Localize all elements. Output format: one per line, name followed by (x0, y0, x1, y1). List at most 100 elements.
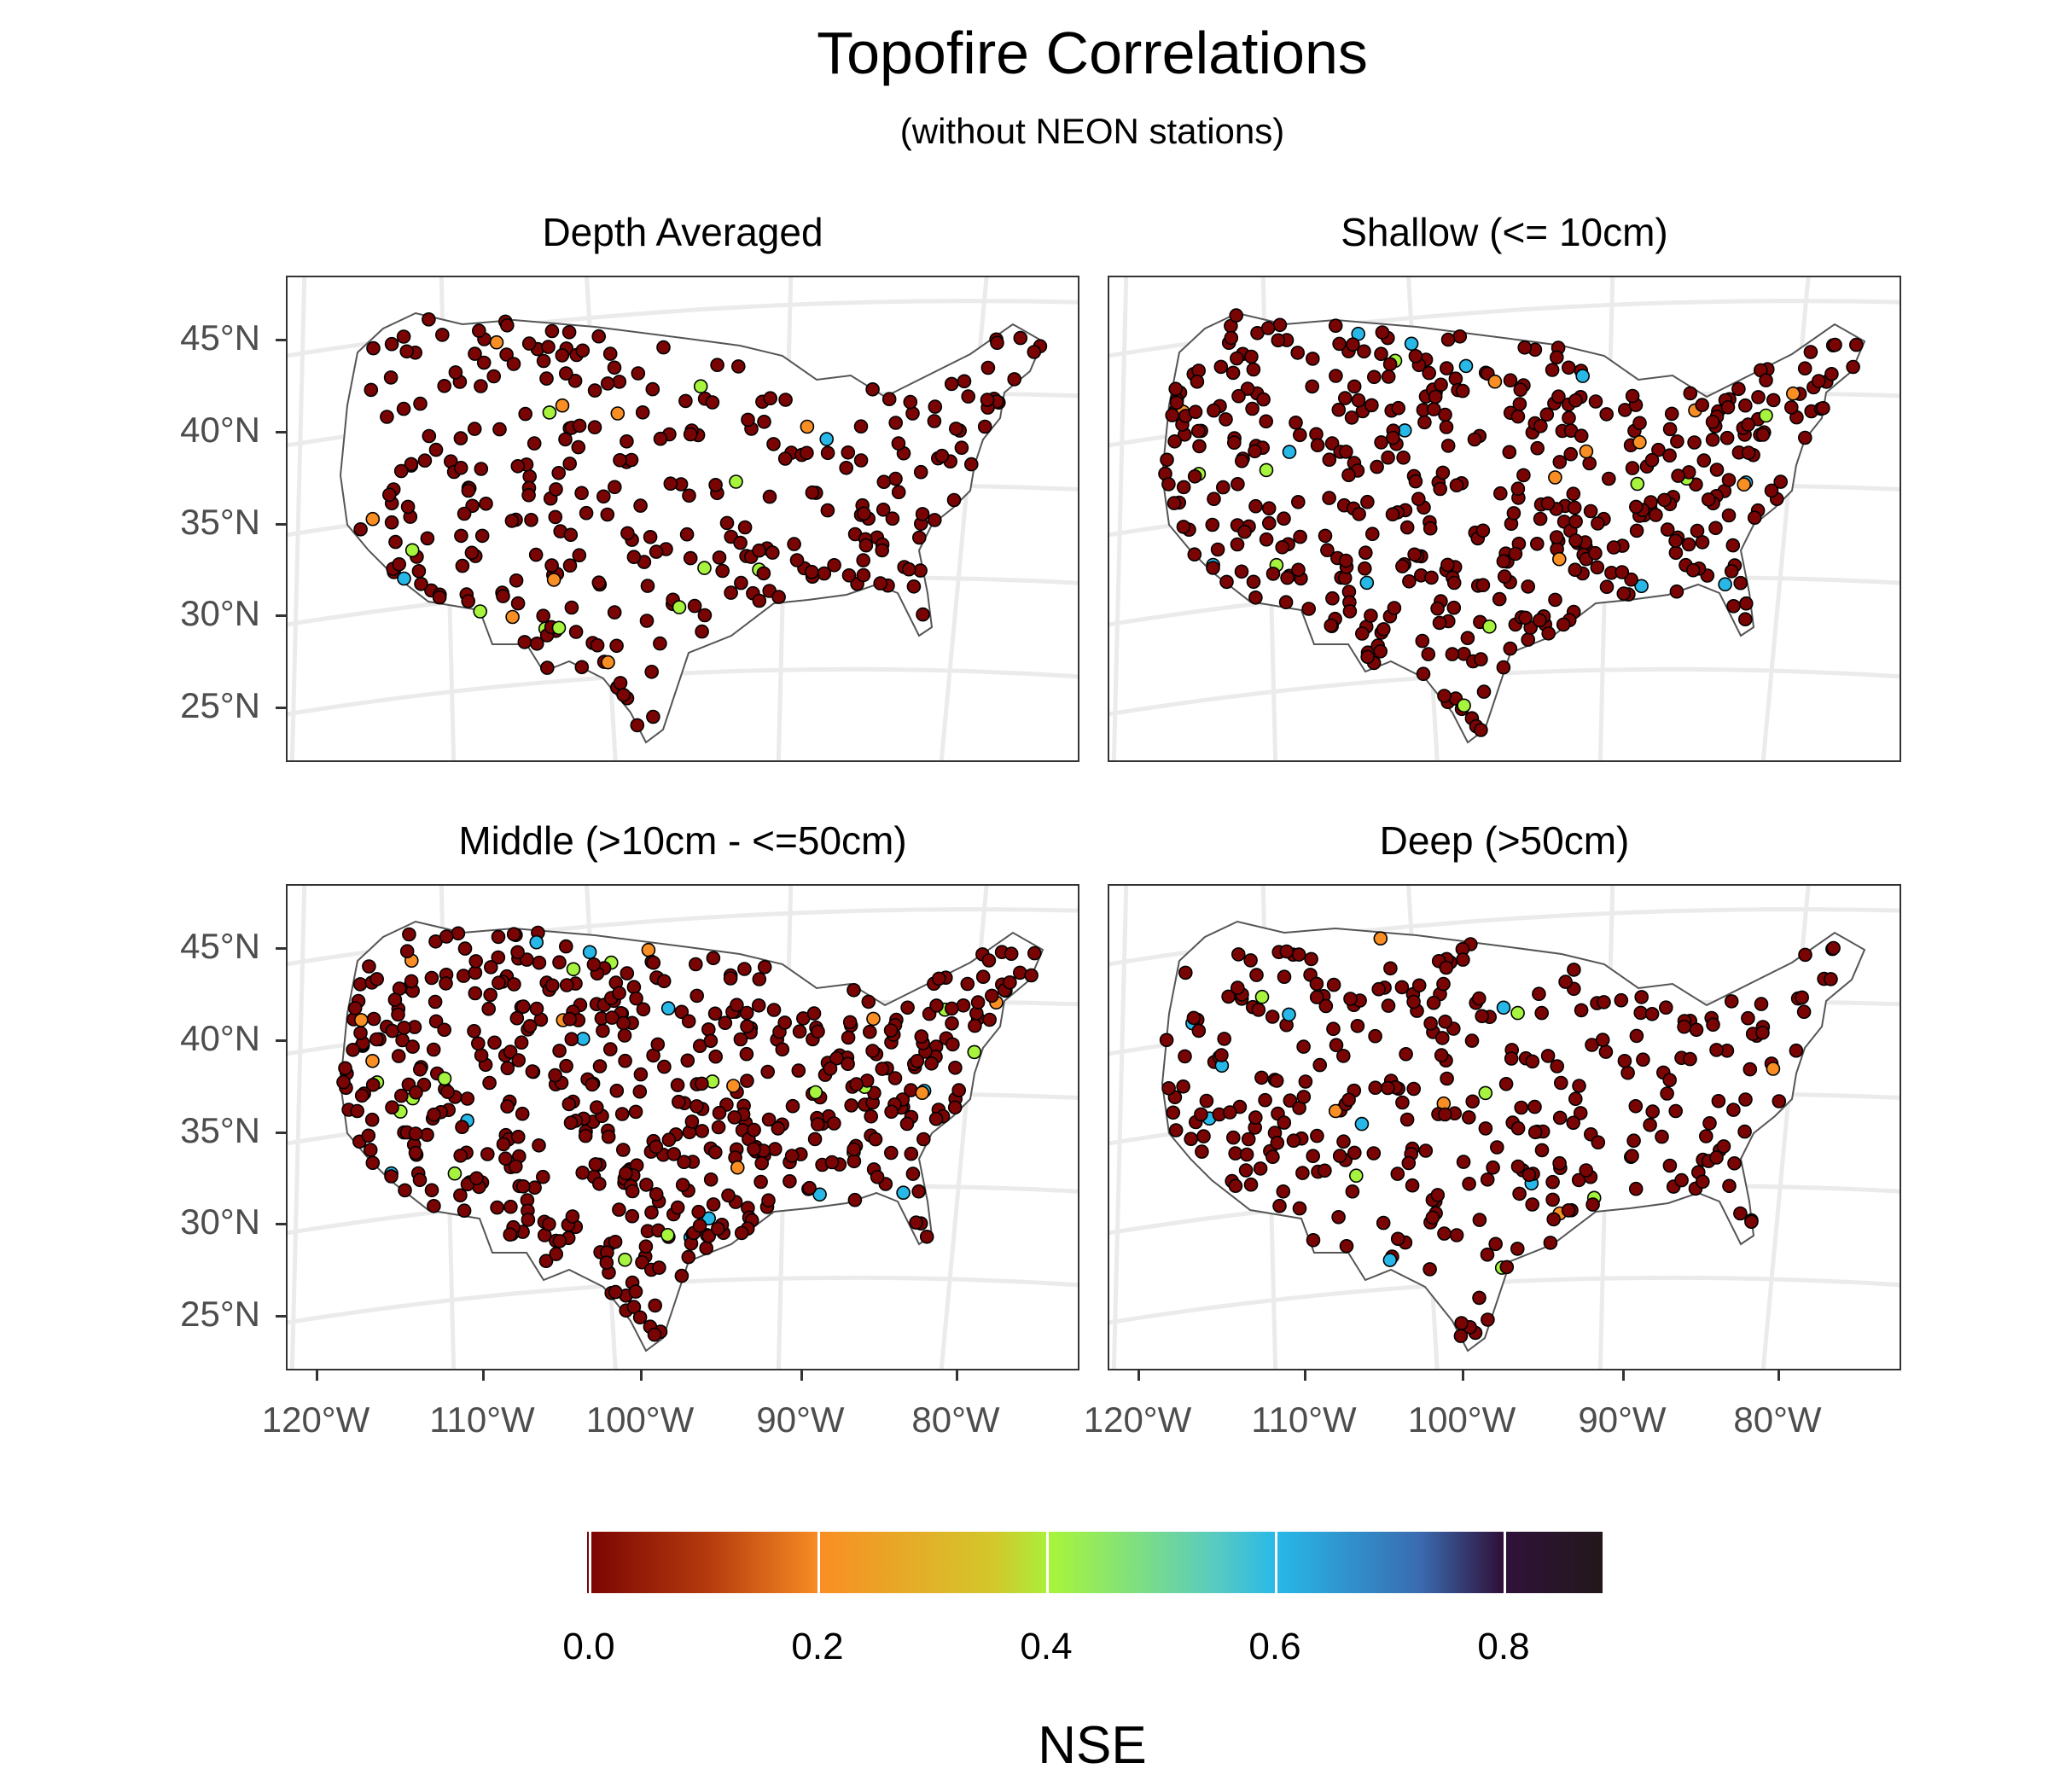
station-marker (354, 1013, 369, 1027)
station-marker (1482, 619, 1497, 634)
station-marker (1433, 481, 1448, 497)
station-marker (1322, 452, 1337, 467)
station-marker (1259, 463, 1274, 478)
station-marker (1510, 1005, 1525, 1021)
station-marker (646, 709, 660, 724)
station-marker (1438, 1015, 1452, 1029)
station-marker (496, 589, 510, 603)
station-marker (1747, 510, 1762, 526)
station-marker (710, 358, 724, 372)
station-marker (1217, 1032, 1231, 1046)
station-marker (1759, 408, 1773, 423)
station-marker (1405, 1178, 1420, 1193)
station-marker (1772, 1094, 1787, 1108)
station-marker (365, 1078, 381, 1092)
station-marker (1514, 1100, 1529, 1115)
station-marker (777, 1015, 793, 1030)
station-marker (1644, 1007, 1660, 1021)
station-marker (1456, 1155, 1471, 1169)
station-marker (552, 1234, 567, 1248)
station-marker (929, 998, 944, 1013)
station-marker (866, 1011, 881, 1027)
station-marker (510, 945, 525, 960)
station-marker (640, 579, 655, 593)
station-marker (875, 543, 890, 558)
station-marker (1681, 537, 1696, 552)
station-marker (486, 369, 501, 384)
station-marker (727, 1110, 742, 1125)
station-marker (847, 1192, 863, 1207)
station-marker (819, 432, 835, 446)
station-marker (600, 376, 615, 391)
station-marker (437, 1071, 452, 1086)
station-marker (808, 1085, 823, 1100)
station-marker (1169, 395, 1184, 410)
station-marker (670, 1078, 685, 1092)
station-marker (931, 971, 946, 986)
station-marker (944, 1001, 959, 1016)
station-marker (1161, 477, 1176, 492)
station-marker (1187, 469, 1202, 484)
station-marker (1643, 1117, 1657, 1132)
station-marker (1579, 1163, 1594, 1178)
station-marker (563, 1115, 579, 1131)
station-marker (1325, 591, 1340, 606)
station-marker (1467, 432, 1482, 447)
map-canvas (1109, 277, 1900, 760)
station-marker (1669, 584, 1684, 599)
station-marker (632, 1310, 648, 1325)
station-marker (649, 1139, 664, 1155)
station-marker (404, 543, 420, 558)
station-marker (1269, 1073, 1284, 1088)
station-marker (521, 1213, 536, 1227)
station-marker (984, 988, 999, 1004)
graticule-line (1111, 277, 1129, 760)
map-panel-shallow (1108, 276, 1901, 762)
station-marker (1606, 540, 1621, 555)
station-marker (905, 406, 920, 421)
station-marker (1476, 684, 1492, 699)
station-marker (461, 483, 476, 498)
station-marker (913, 464, 928, 480)
station-marker (555, 398, 570, 413)
station-marker (541, 340, 556, 354)
station-marker (1503, 373, 1518, 387)
station-marker (968, 1018, 982, 1033)
station-marker (644, 1205, 659, 1220)
station-marker (1253, 1161, 1268, 1176)
station-marker (591, 575, 607, 591)
station-marker (572, 548, 587, 563)
station-marker (1286, 1133, 1301, 1149)
station-marker (1552, 1110, 1568, 1126)
station-marker (1291, 494, 1306, 509)
station-marker (586, 957, 602, 972)
station-marker (457, 941, 473, 956)
station-marker (474, 462, 489, 476)
station-marker (563, 527, 579, 543)
graticule-line (289, 886, 307, 1369)
station-marker (1724, 564, 1739, 579)
station-marker (1381, 998, 1396, 1013)
station-marker (1223, 1105, 1237, 1120)
station-marker (1475, 578, 1491, 593)
station-marker (1848, 337, 1864, 352)
station-marker (408, 1145, 423, 1161)
station-marker (827, 557, 841, 573)
station-marker (754, 1155, 770, 1171)
station-marker (1437, 1226, 1452, 1241)
station-marker (1440, 332, 1456, 347)
station-marker (364, 382, 379, 398)
station-marker (461, 594, 475, 608)
station-marker (650, 1037, 666, 1052)
station-marker (1496, 1000, 1511, 1015)
station-marker (1615, 565, 1630, 579)
station-marker (693, 379, 708, 393)
station-marker (695, 624, 709, 639)
station-marker (687, 598, 702, 614)
y-tick-label: 40°N (180, 410, 260, 450)
station-marker (896, 1185, 911, 1201)
station-marker (1306, 352, 1320, 366)
station-marker (1357, 344, 1371, 359)
station-marker (1492, 486, 1508, 501)
station-marker (366, 340, 381, 356)
